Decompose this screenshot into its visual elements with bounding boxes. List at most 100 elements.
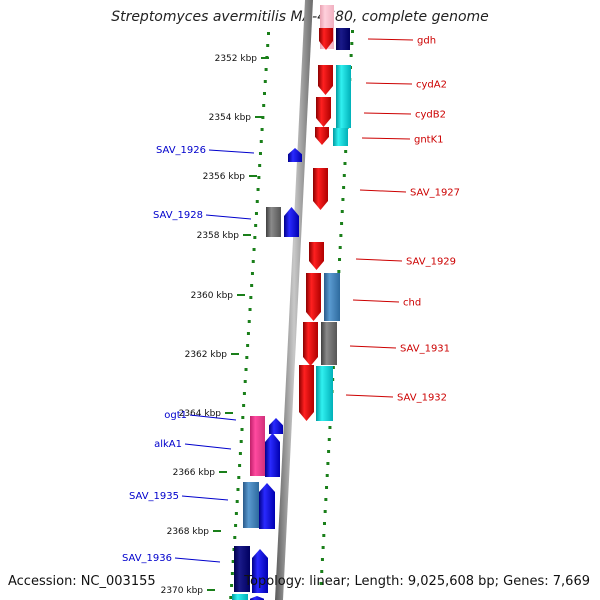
guide-dot — [234, 512, 238, 515]
axis-tick-label: 2354 kbp — [209, 113, 252, 123]
guide-dot — [256, 188, 260, 191]
genome-backbone — [275, 0, 313, 600]
guide-dot — [254, 224, 258, 227]
axis-tick-label: 2358 kbp — [197, 231, 240, 241]
guide-dot — [241, 416, 245, 419]
gene-label[interactable]: SAV_1926 — [156, 145, 206, 156]
gene-feature[interactable] — [318, 65, 333, 95]
guide-dot — [343, 162, 347, 165]
guide-dot — [322, 522, 326, 525]
guide-dot — [262, 92, 266, 95]
gene-label[interactable]: SAV_1929 — [406, 257, 456, 268]
gene-feature[interactable] — [316, 366, 333, 421]
guide-dot — [324, 498, 328, 501]
axis-tick-label: 2360 kbp — [191, 291, 234, 301]
guide-dot — [252, 248, 256, 251]
label-leader — [189, 414, 237, 421]
gene-label[interactable]: SAV_1936 — [122, 553, 172, 564]
guide-dot — [230, 572, 234, 575]
gene-label[interactable]: cydA2 — [416, 80, 447, 91]
guide-dot — [327, 450, 331, 453]
gene-label[interactable]: SAV_1927 — [410, 188, 460, 199]
gene-feature[interactable] — [259, 483, 275, 529]
gene-label[interactable]: SAV_1932 — [397, 393, 447, 404]
guide-dot — [238, 464, 242, 467]
guide-dot — [232, 548, 236, 551]
guide-dot — [351, 30, 354, 33]
guide-dot — [248, 308, 252, 311]
guide-dot — [246, 332, 250, 335]
gene-label[interactable]: gdh — [417, 36, 436, 47]
label-leader — [208, 149, 255, 154]
gene-label[interactable]: SAV_1928 — [153, 210, 203, 221]
genome-summary: Topology: linear; Length: 9,025,608 bp; … — [244, 574, 590, 589]
guide-dot — [244, 368, 248, 371]
label-leader — [184, 443, 232, 450]
gene-feature[interactable] — [315, 127, 329, 145]
gene-feature[interactable] — [266, 207, 281, 237]
guide-dot — [236, 488, 240, 491]
gene-feature[interactable] — [265, 433, 280, 477]
label-leader — [181, 495, 229, 501]
guide-dot — [254, 212, 258, 215]
guide-dot — [328, 426, 332, 429]
guide-dot — [263, 80, 267, 83]
gene-feature[interactable] — [319, 28, 333, 50]
gene-feature[interactable] — [232, 594, 248, 600]
label-leader — [349, 345, 397, 349]
accession-label: Accession: — [8, 574, 77, 589]
guide-dot — [323, 510, 327, 513]
gene-feature[interactable] — [313, 168, 328, 210]
gene-label[interactable]: cydB2 — [415, 110, 446, 121]
gene-feature[interactable] — [269, 418, 283, 434]
axis-tick-label: 2356 kbp — [203, 172, 246, 182]
label-leader — [365, 82, 413, 85]
guide-dot — [264, 68, 268, 71]
guide-dot — [322, 534, 326, 537]
gene-feature[interactable] — [333, 128, 348, 146]
gene-feature[interactable] — [234, 546, 250, 592]
guide-dot — [245, 356, 249, 359]
guide-dot — [320, 558, 324, 561]
gene-feature[interactable] — [306, 273, 321, 321]
gene-feature[interactable] — [250, 416, 265, 476]
guide-dot — [257, 176, 261, 179]
gene-feature[interactable] — [284, 207, 299, 237]
gene-label[interactable]: alkA1 — [154, 439, 182, 450]
gene-label[interactable]: chd — [403, 298, 421, 309]
guide-dot — [251, 260, 255, 263]
guide-dot — [255, 200, 259, 203]
guide-dot — [242, 404, 246, 407]
gene-label[interactable]: ogt1 — [164, 410, 187, 421]
guide-dot — [319, 582, 323, 585]
gene-feature[interactable] — [303, 322, 318, 366]
guide-dot — [342, 186, 346, 189]
guide-dot — [267, 32, 270, 35]
gene-feature[interactable] — [252, 549, 268, 593]
axis-tick-label: 2370 kbp — [161, 586, 204, 596]
axis-tick-label: 2368 kbp — [167, 527, 210, 537]
axis-ticks: 2352 kbp 2354 kbp 2356 kbp 2358 kbp 2360 kbp… — [161, 54, 269, 596]
gene-feature[interactable] — [316, 97, 331, 127]
guide-dot — [258, 164, 262, 167]
guide-dot — [238, 452, 242, 455]
gene-feature[interactable] — [299, 365, 314, 421]
gene-label[interactable]: SAV_1931 — [400, 344, 450, 355]
gene-feature[interactable] — [288, 148, 302, 162]
gene-feature[interactable] — [243, 482, 259, 528]
gene-feature[interactable] — [309, 242, 324, 270]
gene-feature[interactable] — [250, 596, 264, 600]
axis-tick-label: 2362 kbp — [185, 350, 228, 360]
gene-feature[interactable] — [324, 273, 340, 321]
gene-feature[interactable] — [336, 65, 351, 128]
guide-dot — [266, 44, 270, 47]
guide-dot — [250, 284, 254, 287]
guide-dot — [237, 476, 241, 479]
gene-label[interactable]: SAV_1935 — [129, 491, 179, 502]
gene-feature[interactable] — [336, 28, 350, 50]
guide-dot — [342, 174, 346, 177]
gene-feature[interactable] — [321, 322, 337, 365]
guide-dot — [321, 546, 325, 549]
gene-label[interactable]: gntK1 — [414, 135, 444, 146]
